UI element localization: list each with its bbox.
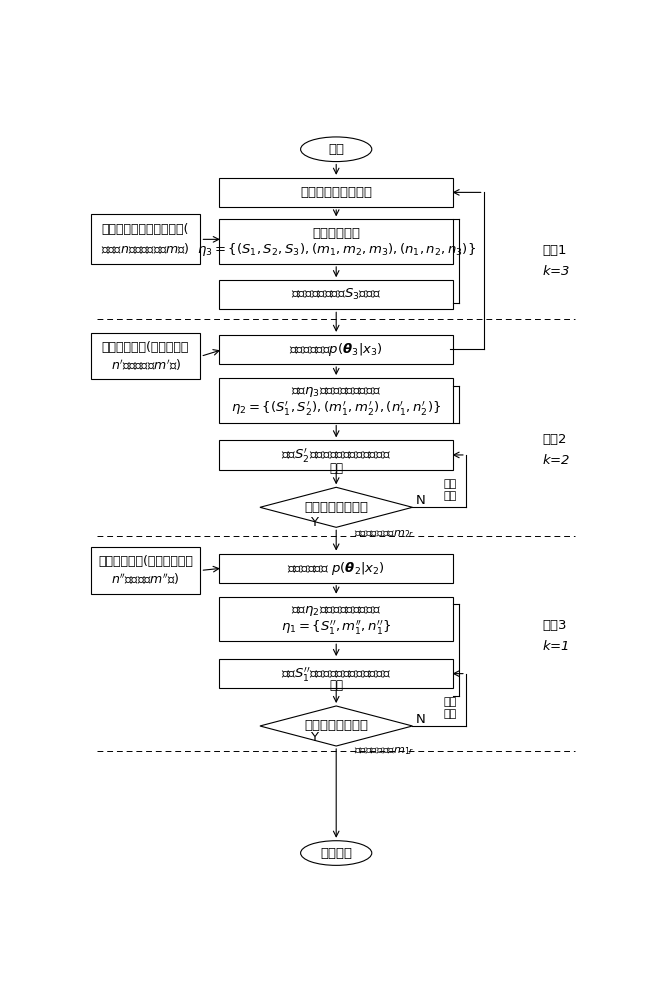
Text: 参数后验分布$p(\boldsymbol{\theta}_3|x_3)$: 参数后验分布$p(\boldsymbol{\theta}_3|x_3)$ (289, 341, 383, 358)
Text: 判断: 判断 (329, 679, 343, 692)
Text: N: N (416, 494, 426, 507)
Text: $n''$监测次数$m''$等): $n''$监测次数$m''$等) (112, 571, 180, 587)
Text: 判断: 判断 (329, 462, 343, 475)
Polygon shape (260, 487, 413, 527)
Text: $k$=1: $k$=1 (542, 639, 569, 653)
FancyBboxPatch shape (219, 440, 453, 470)
Text: 剩余试验资源(剩余样本量和: 剩余试验资源(剩余样本量和 (98, 555, 193, 568)
Text: 参数后验分布 $p(\boldsymbol{\theta}_2|x_2)$: 参数后验分布 $p(\boldsymbol{\theta}_2|x_2)$ (287, 560, 385, 577)
FancyBboxPatch shape (219, 597, 453, 641)
Text: 阶段3: 阶段3 (542, 619, 567, 632)
FancyBboxPatch shape (91, 547, 200, 594)
Text: 阶段2: 阶段2 (542, 433, 567, 446)
Text: 试验: 试验 (444, 491, 457, 501)
Text: 实施最高应力水平$S_3$下试验: 实施最高应力水平$S_3$下试验 (291, 287, 381, 302)
FancyBboxPatch shape (219, 554, 453, 583)
Text: 继续: 继续 (444, 479, 457, 489)
Text: Y: Y (310, 731, 318, 744)
Text: 开始: 开始 (328, 143, 344, 156)
Text: $\eta_2=\{(S_1',S_2'),(m_1',m_2'),(n_1',n_2')\}$: $\eta_2=\{(S_1',S_2'),(m_1',m_2'),(n_1',… (231, 399, 441, 417)
Text: 样本量$n$和总监测次数$m$等): 样本量$n$和总监测次数$m$等) (101, 241, 190, 256)
Text: 实际监测次数为$m_{1r}$: 实际监测次数为$m_{1r}$ (354, 745, 415, 757)
Text: 阶段1: 阶段1 (542, 244, 567, 257)
Text: 实施$S_1''$下试验，采集若干退化数据: 实施$S_1''$下试验，采集若干退化数据 (281, 665, 391, 683)
Text: 由费用构成确定试验资源(: 由费用构成确定试验资源( (102, 223, 189, 236)
Text: 调整$\eta_2$，得到后续试验方案: 调整$\eta_2$，得到后续试验方案 (291, 604, 381, 618)
Text: 实施$S_2'$下试验，采集若干退化数据: 实施$S_2'$下试验，采集若干退化数据 (281, 446, 391, 464)
Text: Y: Y (310, 516, 318, 529)
Text: $n'$和监测次数$m'$等): $n'$和监测次数$m'$等) (110, 357, 180, 373)
Polygon shape (260, 706, 413, 746)
Ellipse shape (300, 841, 372, 865)
Text: 继续: 继续 (444, 697, 457, 707)
Text: $\eta_3=\{(S_1,S_2,S_3),(m_1,m_2,m_3),(n_1,n_2,n_3)\}$: $\eta_3=\{(S_1,S_2,S_3),(m_1,m_2,m_3),(n… (197, 241, 476, 258)
Text: 调整$\eta_3$，得到后续试验方案: 调整$\eta_3$，得到后续试验方案 (291, 385, 381, 399)
Text: N: N (416, 713, 426, 726)
FancyBboxPatch shape (219, 219, 453, 264)
Text: 实际监测次数为$m_{2r}$: 实际监测次数为$m_{2r}$ (354, 528, 415, 540)
Text: 试验: 试验 (444, 709, 457, 719)
Text: 满足截尾判定规则: 满足截尾判定规则 (304, 501, 368, 514)
FancyBboxPatch shape (219, 178, 453, 207)
Text: 模型参数的先验信息: 模型参数的先验信息 (300, 186, 372, 199)
FancyBboxPatch shape (219, 659, 453, 688)
Text: 结束试验: 结束试验 (320, 847, 352, 860)
Text: $k$=2: $k$=2 (542, 453, 571, 467)
Text: $\eta_1=\{S_1'',m_1'',n_1''\}$: $\eta_1=\{S_1'',m_1'',n_1''\}$ (281, 618, 392, 636)
FancyBboxPatch shape (91, 214, 200, 264)
FancyBboxPatch shape (219, 335, 453, 364)
FancyBboxPatch shape (219, 280, 453, 309)
Text: $k$=3: $k$=3 (542, 264, 571, 278)
FancyBboxPatch shape (91, 333, 200, 379)
Text: 初步试验方案: 初步试验方案 (312, 227, 360, 240)
FancyBboxPatch shape (219, 378, 453, 423)
Text: 剩余试验资源(剩余样本量: 剩余试验资源(剩余样本量 (102, 341, 189, 354)
Text: 满足截尾判定规则: 满足截尾判定规则 (304, 719, 368, 732)
Ellipse shape (300, 137, 372, 162)
